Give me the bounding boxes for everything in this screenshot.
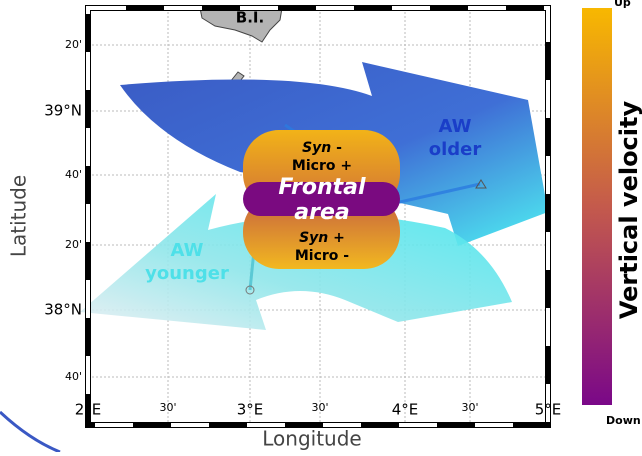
land-label: B.I. (236, 9, 264, 27)
x-tick-label: 30' (461, 401, 478, 414)
y-tick-label: 20' (65, 38, 82, 51)
syn: Syn (302, 140, 331, 156)
frame-border (86, 6, 550, 427)
upper-syn: Syn - (302, 140, 342, 156)
y-tick-label: 40' (65, 168, 82, 181)
sign: + (333, 230, 345, 246)
frontal-label: area (294, 200, 349, 225)
frontal-label: Frontal (278, 175, 366, 200)
syn: Syn (299, 230, 328, 246)
land (199, 7, 283, 43)
decor-curve (0, 410, 61, 454)
x-tick-label: 4°E (392, 401, 419, 419)
lower-micro: Micro - (295, 248, 349, 264)
x-axis-label: Longitude (262, 427, 361, 451)
colorbar-title: Vertical velocity (615, 101, 642, 320)
y-tick-label: 38°N (44, 301, 82, 319)
aw-older-label: older (429, 139, 482, 160)
station (475, 179, 487, 189)
lower-syn: Syn + (299, 230, 345, 246)
x-tick-label: 30' (311, 401, 328, 414)
sign: - (336, 140, 342, 156)
colorbar (582, 8, 612, 405)
y-tick-label: 40' (65, 370, 82, 383)
y-tick-label: 39°N (44, 102, 82, 120)
frontal-band (243, 182, 400, 216)
aw-younger-label: younger (145, 263, 229, 284)
y-axis-label: Latitude (7, 175, 31, 257)
aw-older-label: AW (439, 116, 472, 137)
colorbar-top: Up (614, 0, 631, 9)
station (245, 285, 255, 295)
x-tick-label: 5°E (535, 401, 562, 419)
x-tick-label: 2°E (75, 401, 102, 419)
aw-younger-label: AW (171, 240, 204, 261)
colorbar-bottom: Down (606, 414, 641, 427)
upper-micro: Micro + (292, 158, 352, 174)
x-tick-label: 30' (159, 401, 176, 414)
x-tick-label: 3°E (237, 401, 264, 419)
y-tick-label: 20' (65, 238, 82, 251)
